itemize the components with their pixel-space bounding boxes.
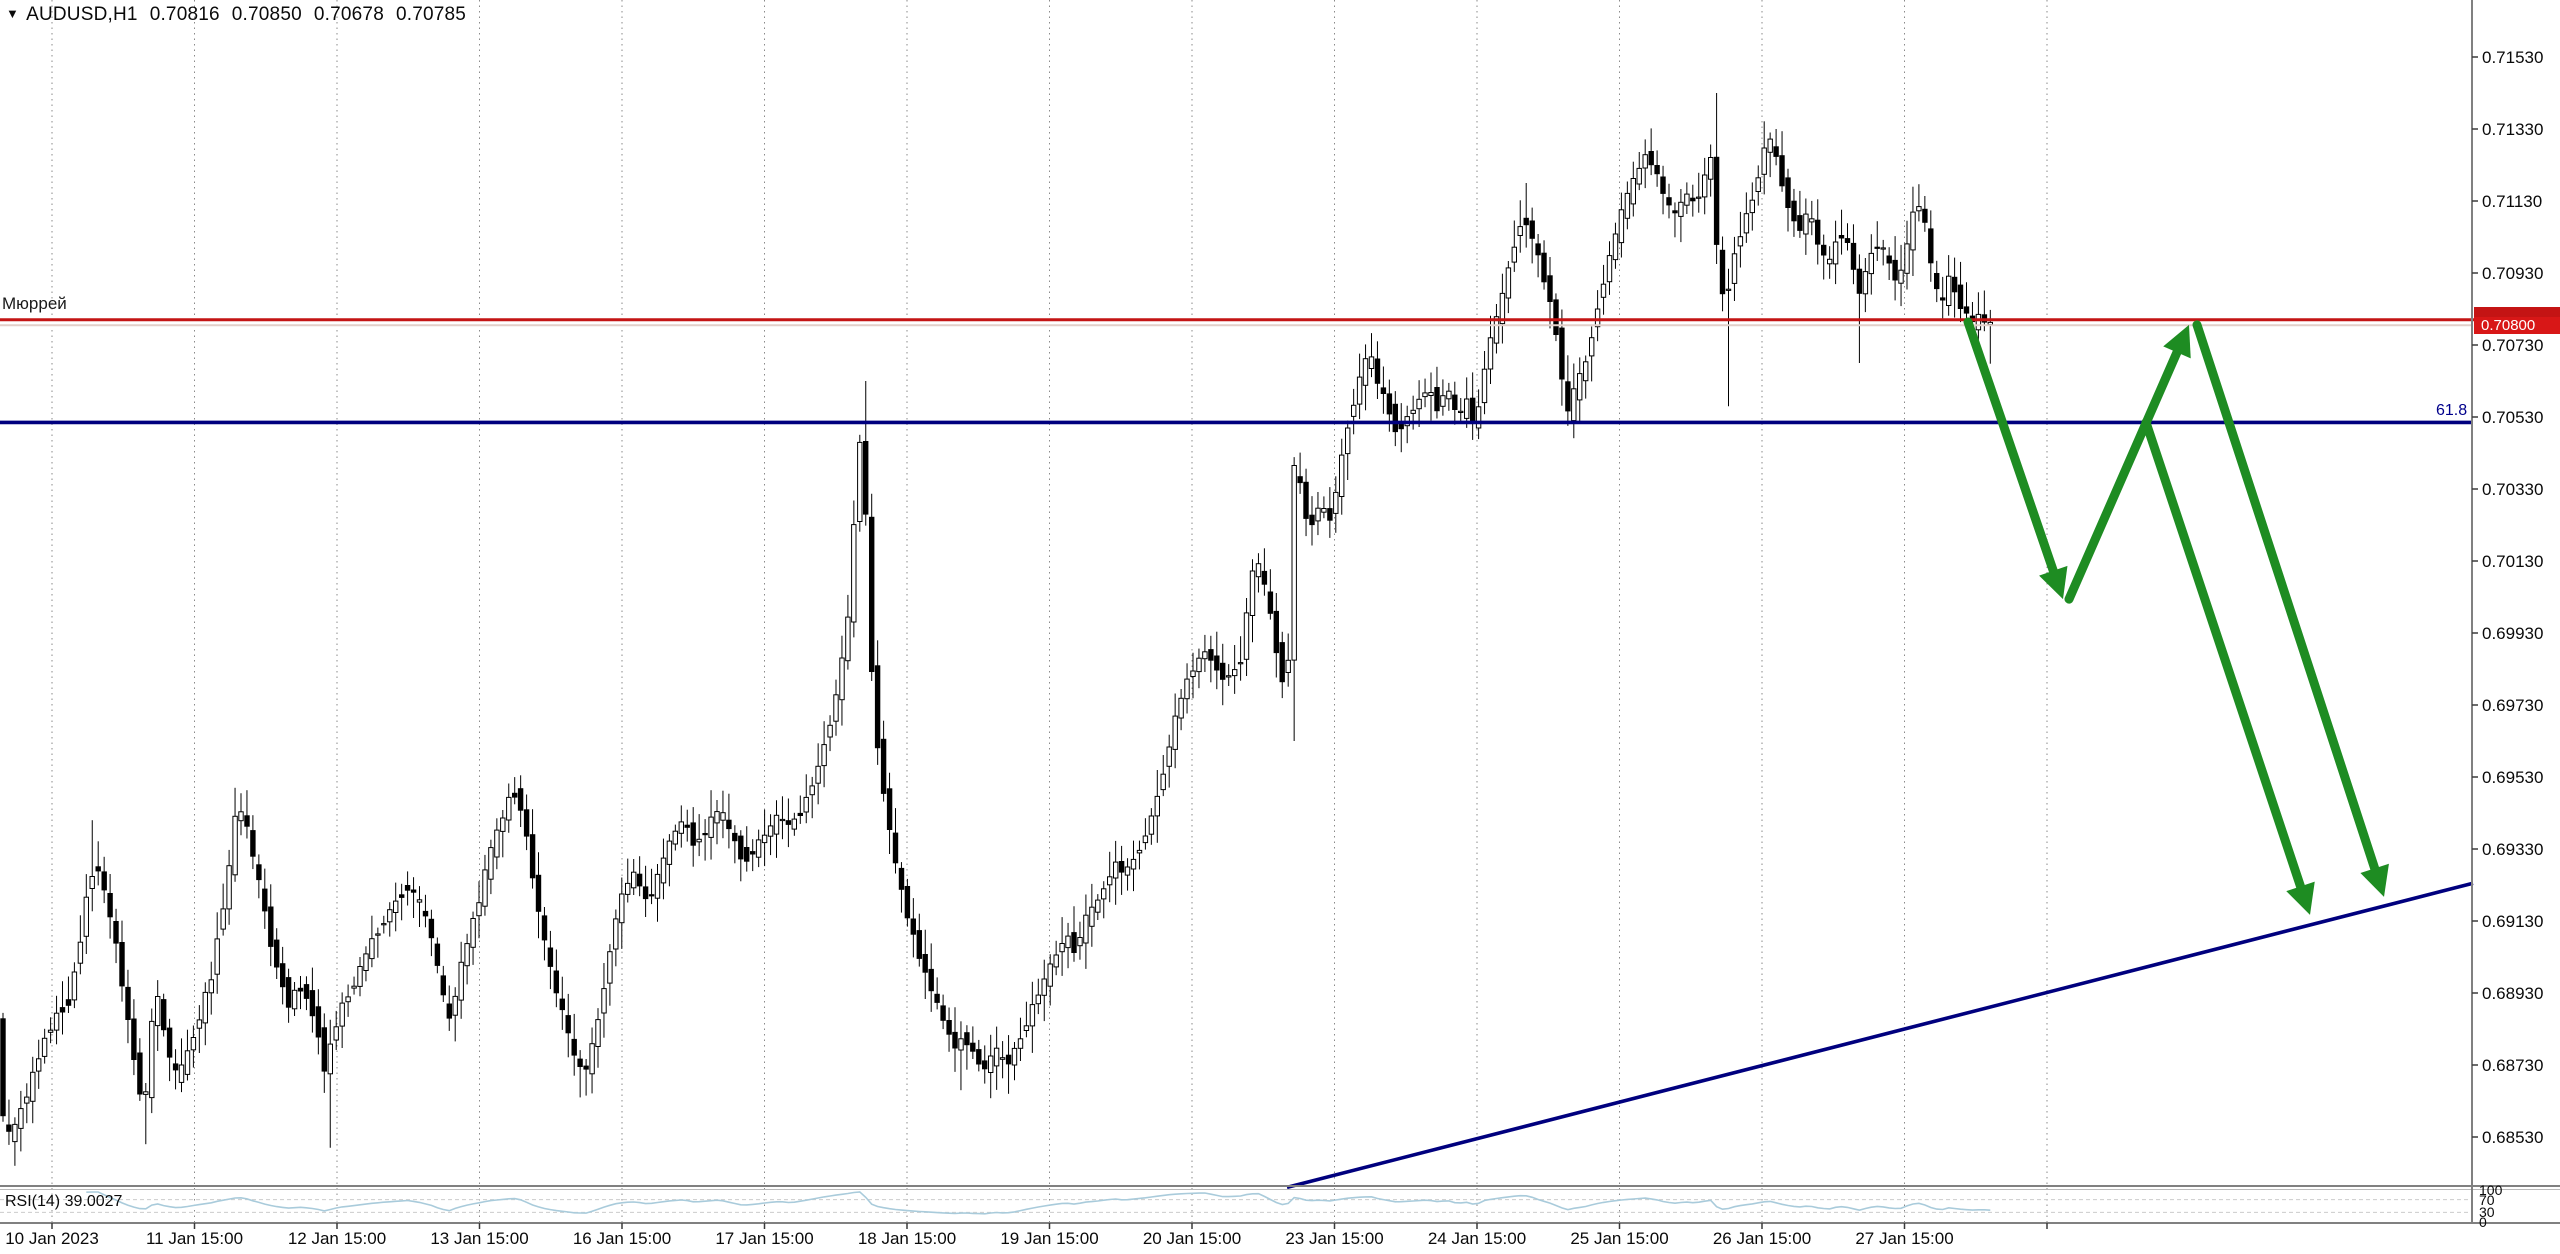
price-axis-label: 0.70530 [2482, 408, 2544, 427]
red-level-price-tag: 0.70800 [2474, 317, 2560, 334]
rsi-line [86, 1191, 1991, 1215]
time-axis-label: 20 Jan 15:00 [1142, 1229, 1242, 1248]
price-axis-label: 0.69930 [2482, 624, 2544, 643]
symbol-period-label: AUDUSD,H1 [26, 4, 138, 25]
time-axis-label: 18 Jan 15:00 [857, 1229, 957, 1248]
rsi-indicator-label: RSI(14) 39.0027 [5, 1193, 123, 1210]
time-axis-label: 11 Jan 15:00 [145, 1229, 244, 1248]
high-value: 0.70850 [231, 4, 302, 25]
candles-layer [0, 93, 1993, 1166]
price-axis-label: 0.69330 [2482, 840, 2544, 859]
price-axis-label: 0.71330 [2482, 120, 2544, 139]
time-axis-label: 13 Jan 15:00 [430, 1229, 529, 1248]
price-tag-partial [2474, 307, 2560, 319]
price-axis-label: 0.68930 [2482, 984, 2544, 1003]
price-axis-label: 0.68730 [2482, 1056, 2544, 1075]
time-axis-label: 16 Jan 15:00 [572, 1229, 672, 1248]
time-axis-label: 26 Jan 15:00 [1712, 1229, 1812, 1248]
projection-arrow-1[interactable] [1963, 317, 2060, 581]
time-axis-label: 25 Jan 15:00 [1570, 1229, 1669, 1248]
time-axis-label: 12 Jan 15:00 [287, 1229, 387, 1248]
price-axis-label: 0.69530 [2482, 768, 2544, 787]
projection-arrowhead-1 [2039, 565, 2068, 600]
rsi-axis-label: 0 [2479, 1214, 2487, 1230]
close-value: 0.70785 [395, 4, 467, 25]
rsi-axis-label: 100 [2479, 1182, 2503, 1198]
price-axis-label: 0.70330 [2482, 480, 2544, 499]
rsi-axis-label: 70 [2479, 1191, 2495, 1208]
projection-arrowhead-3 [2286, 881, 2315, 915]
price-axis-label: 0.69130 [2482, 912, 2544, 931]
ohlc-header: ▼ AUDUSD,H1 0.70816 0.70850 0.70678 0.70785 [6, 4, 466, 26]
time-axis-label: 19 Jan 15:00 [1000, 1229, 1099, 1248]
symbol-dropdown-icon[interactable]: ▼ [6, 6, 20, 21]
time-axis-label: 24 Jan 15:00 [1427, 1229, 1527, 1248]
time-axis-label: 10 Jan 2023 [5, 1229, 99, 1248]
projection-arrow-3[interactable] [2141, 417, 2307, 897]
projection-arrowhead-4 [2360, 863, 2389, 897]
low-value: 0.70678 [313, 4, 384, 25]
price-axis-label: 0.68530 [2482, 1128, 2544, 1147]
price-axis-label: 0.70130 [2482, 552, 2544, 571]
rsi-axis-label: 30 [2479, 1204, 2495, 1221]
open-value: 0.70816 [149, 4, 220, 25]
time-axis-label: 23 Jan 15:00 [1285, 1229, 1384, 1248]
ascending-trendline[interactable] [1286, 881, 2474, 1190]
price-axis-label: 0.70930 [2482, 264, 2544, 283]
price-axis-label: 0.69730 [2482, 696, 2544, 715]
price-axis-label: 0.71530 [2482, 48, 2544, 67]
time-axis-label: 27 Jan 15:00 [1855, 1229, 1954, 1248]
price-axis-label: 0.71130 [2482, 192, 2543, 211]
projection-arrowhead-2 [2163, 324, 2191, 359]
projection-arrow-4[interactable] [2192, 320, 2382, 879]
murray-level-label[interactable]: Мюррей [2, 294, 67, 313]
fibonacci-618-label[interactable]: 61.8 [2436, 402, 2468, 420]
projection-arrow-2[interactable] [2064, 342, 2184, 604]
price-axis-label: 0.70730 [2482, 336, 2544, 355]
time-axis-label: 17 Jan 15:00 [715, 1229, 814, 1248]
